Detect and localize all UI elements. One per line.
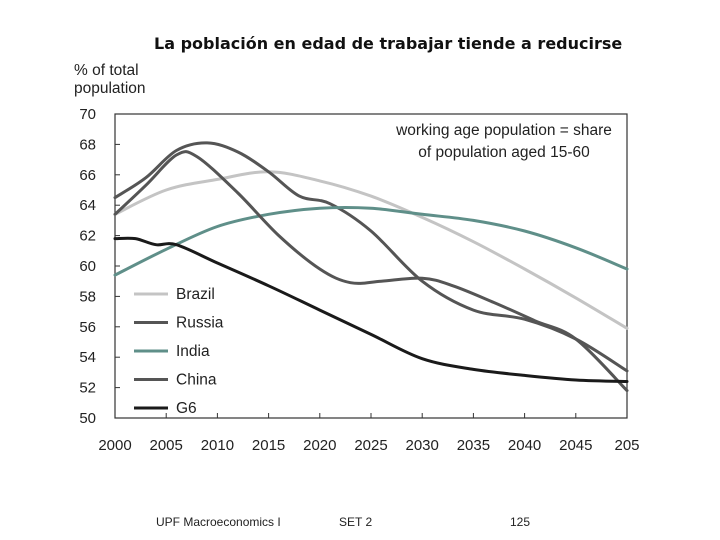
legend-label-g6: G6 — [176, 400, 197, 417]
footer-set: SET 2 — [339, 515, 373, 529]
chart-annotation-line-2: of population aged 15-60 — [418, 144, 590, 161]
chart-series-lines — [113, 141, 629, 393]
y-tick-label: 50 — [79, 410, 96, 427]
y-axis-label-line-2: population — [74, 80, 146, 97]
y-tick-label: 58 — [79, 288, 96, 305]
y-axis-label-line-1: % of total — [74, 62, 139, 79]
x-tick-label: 205 — [614, 437, 639, 454]
chart-legend: Brazil Russia India China G6 — [134, 286, 224, 417]
series-line-brazil — [113, 170, 629, 330]
x-tick-label: 2020 — [303, 437, 336, 454]
series-line-china — [113, 150, 629, 393]
x-tick-label: 2025 — [354, 437, 387, 454]
y-tick-label: 70 — [79, 106, 96, 123]
x-tick-label: 2005 — [150, 437, 183, 454]
series-line-india — [113, 205, 629, 277]
legend-label-russia: Russia — [176, 315, 224, 332]
y-axis-label: % of total population — [74, 62, 146, 98]
x-tick-label: 2040 — [508, 437, 541, 454]
y-tick-label: 54 — [79, 349, 96, 366]
y-tick-label: 60 — [79, 258, 96, 275]
y-tick-label: 64 — [79, 197, 96, 214]
y-tick-label: 68 — [79, 136, 96, 153]
x-tick-label: 2010 — [201, 437, 234, 454]
legend-label-india: India — [176, 343, 210, 360]
slide-title: La población en edad de trabajar tiende … — [154, 34, 623, 53]
series-line-g6 — [113, 236, 629, 383]
y-tick-label: 62 — [79, 228, 96, 245]
chart-annotation-line-1: working age population = share — [395, 122, 612, 139]
footer-course: UPF Macroeconomics I — [156, 515, 281, 529]
x-tick-label: 2045 — [559, 437, 592, 454]
footer-page-number: 125 — [510, 515, 531, 529]
y-tick-label: 66 — [79, 167, 96, 184]
x-tick-label: 2000 — [98, 437, 131, 454]
x-tick-label: 2035 — [457, 437, 490, 454]
legend-label-china: China — [176, 372, 217, 389]
y-tick-label: 56 — [79, 319, 96, 336]
legend-label-brazil: Brazil — [176, 286, 215, 303]
chart-axes: 50 52 54 56 58 60 62 64 66 68 70 2000 2005 2010 2015 20… — [79, 106, 639, 454]
x-tick-label: 2030 — [406, 437, 439, 454]
series-line-russia — [113, 141, 629, 373]
x-tick-label: 2015 — [252, 437, 285, 454]
y-tick-label: 52 — [79, 380, 96, 397]
